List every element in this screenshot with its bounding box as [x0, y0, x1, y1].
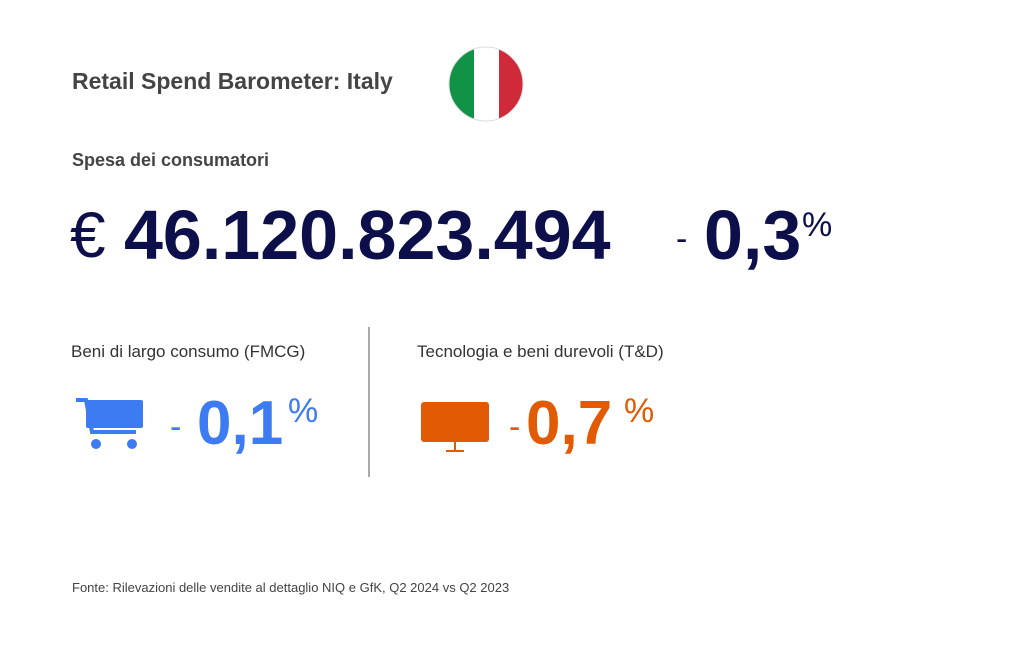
total-change: 0,3 — [704, 196, 802, 274]
sign: - — [170, 408, 182, 446]
flag-italy — [448, 46, 524, 122]
segment-label: Tecnologia e beni durevoli (T&D) — [417, 342, 664, 361]
unit: % — [624, 392, 655, 430]
cart-icon — [76, 398, 143, 449]
monitor-icon — [421, 402, 489, 452]
title: Retail Spend Barometer: Italy — [72, 68, 393, 94]
segment-change: 0,7 — [526, 389, 613, 458]
divider — [368, 327, 370, 477]
total-label: Spesa dei consumatori — [72, 150, 270, 170]
source: Fonte: Rilevazioni delle vendite al dett… — [72, 580, 510, 595]
sign: - — [509, 408, 521, 446]
unit: % — [288, 392, 319, 430]
sign: - — [676, 220, 688, 258]
total-amount: 46.120.823.494 — [124, 196, 611, 274]
currency: € — [70, 199, 106, 271]
unit: % — [802, 206, 833, 244]
segment-label: Beni di largo consumo (FMCG) — [71, 342, 306, 361]
segment-change: 0,1 — [197, 389, 284, 458]
